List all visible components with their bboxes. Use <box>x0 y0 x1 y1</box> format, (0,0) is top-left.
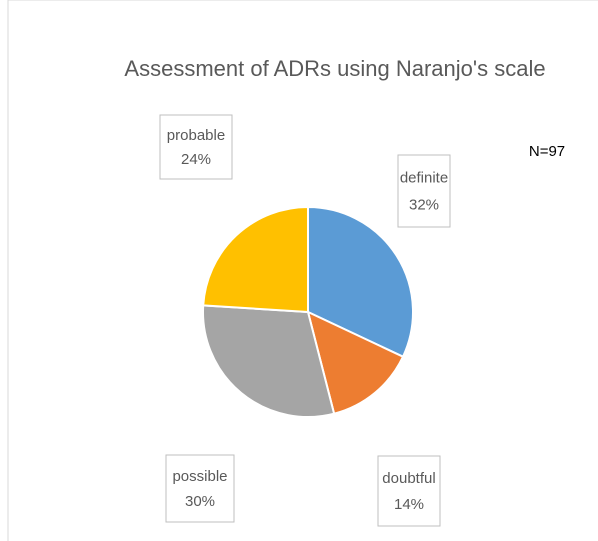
chart-title: Assessment of ADRs using Naranjo's scale <box>124 56 545 81</box>
label-box <box>165 454 235 523</box>
label-box <box>159 114 233 180</box>
value-label: 14% <box>394 496 424 513</box>
value-label: 32% <box>409 196 439 213</box>
label-box <box>397 154 451 228</box>
label-box <box>377 455 441 527</box>
value-label: 24% <box>181 151 211 168</box>
value-label: 30% <box>185 493 215 510</box>
slice-label: probable <box>167 127 225 144</box>
annotation: N=97 <box>529 143 565 160</box>
slice-label: doubtful <box>382 470 435 487</box>
pie-slice <box>306 310 405 415</box>
pie-slice <box>202 205 309 314</box>
slice-label: definite <box>400 170 448 187</box>
slice-label: possible <box>172 468 227 485</box>
pie-slice <box>307 205 414 359</box>
pie-slice <box>202 304 336 418</box>
